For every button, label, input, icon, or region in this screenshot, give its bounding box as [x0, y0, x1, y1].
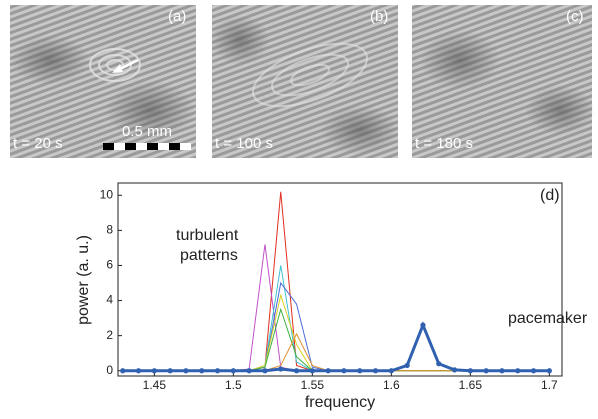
point: [120, 368, 126, 374]
panel-label: (d): [540, 187, 560, 204]
x-tick-label: 1.65: [459, 378, 483, 392]
panel-label: (c): [566, 8, 584, 25]
panel-label: (a): [168, 8, 186, 25]
point: [388, 368, 394, 374]
scale-bar: [103, 143, 191, 150]
x-tick-label: 1.6: [383, 378, 400, 392]
annotation: patterns: [180, 247, 238, 264]
annotation: turbulent: [176, 227, 239, 244]
x-axis-label: frequency: [305, 394, 375, 411]
point: [278, 366, 284, 372]
image-b: [210, 5, 400, 158]
point: [183, 368, 189, 374]
point: [451, 367, 458, 373]
point: [372, 368, 379, 374]
point: [341, 368, 347, 374]
point: [246, 368, 252, 374]
x-tick-label: 1.5: [225, 378, 242, 392]
point: [436, 361, 442, 367]
image-a: [10, 5, 196, 158]
time-label: t = 20 s: [13, 135, 63, 152]
point: [262, 368, 268, 374]
point: [357, 368, 363, 374]
x-tick-label: 1.45: [143, 378, 167, 392]
point: [199, 368, 205, 374]
point: [135, 368, 142, 374]
time-label: t = 100 s: [215, 135, 273, 152]
point: [467, 368, 473, 374]
point: [404, 362, 410, 369]
time-label: t = 180 s: [415, 135, 473, 152]
series-line: [122, 321, 550, 373]
point: [483, 368, 489, 374]
point: [293, 368, 300, 374]
point: [309, 368, 315, 374]
point: [151, 368, 157, 374]
x-tick-label: 1.7: [541, 378, 558, 392]
point: [420, 322, 426, 328]
point: [499, 368, 505, 374]
y-tick-label: 6: [106, 258, 113, 272]
plot-area: [117, 182, 563, 377]
y-axis-label: power (a. u.): [75, 235, 92, 325]
point: [325, 368, 331, 374]
point: [167, 368, 173, 374]
y-tick-label: 8: [106, 223, 113, 237]
point: [530, 368, 537, 374]
y-tick-label: 0: [106, 363, 113, 377]
x-tick-label: 1.55: [301, 378, 325, 392]
point: [230, 368, 236, 374]
y-tick-label: 2: [106, 328, 113, 342]
scale-label: 0.5 mm: [122, 123, 172, 140]
point: [214, 368, 221, 374]
annotation: pacemaker: [508, 310, 588, 327]
panel-label: (b): [370, 8, 388, 25]
point: [546, 368, 552, 374]
point: [515, 368, 521, 374]
y-tick-label: 10: [100, 187, 114, 201]
image-c: [412, 5, 595, 158]
y-tick-label: 4: [106, 293, 113, 307]
